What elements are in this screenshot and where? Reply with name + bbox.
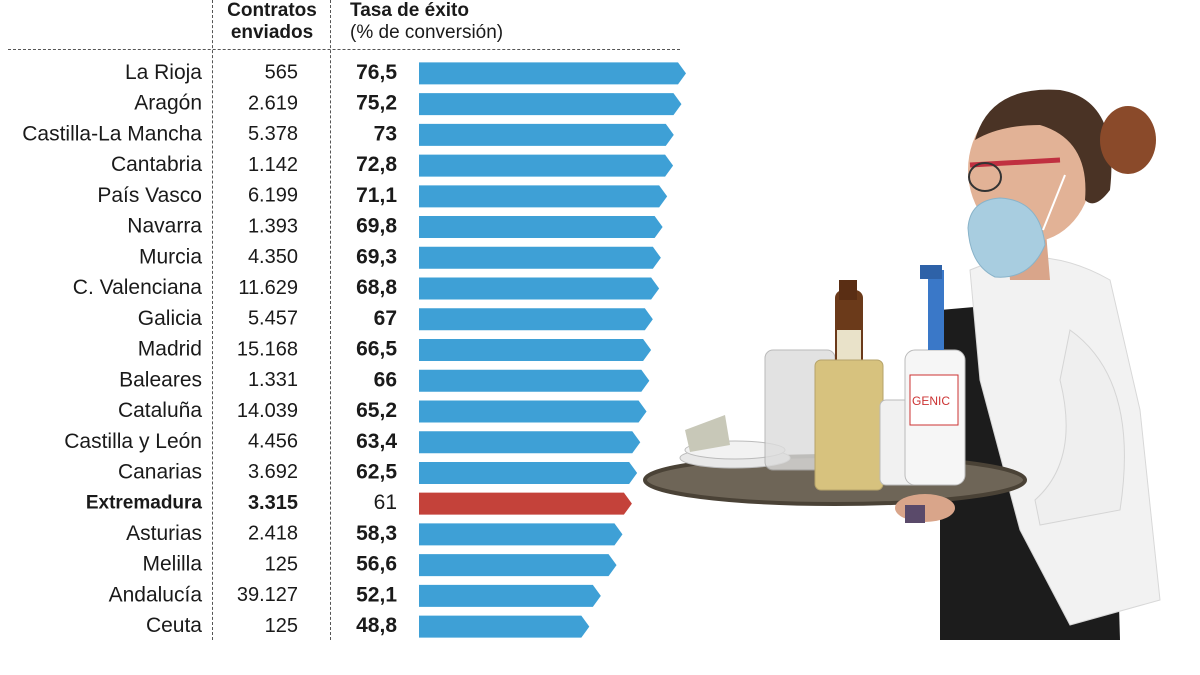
rate-label: 66 [374,368,397,391]
rate-label: 52,1 [356,583,397,606]
bar [419,62,686,85]
rate-label: 72,8 [356,153,397,176]
header-rate-line2: (% de conversión) [350,22,504,43]
rate-label: 71,1 [356,184,397,207]
conversion-rate-chart: La Rioja 565 76,5 Aragón 2.619 75,2 Castilla-L… [22,61,686,638]
contracts-value: 1.142 [248,154,298,176]
region-label: Canarias [118,460,202,483]
bar [419,431,641,454]
region-label: Baleares [119,368,202,391]
contracts-value: 565 [265,62,298,84]
bar [419,93,682,116]
contracts-value: 4.350 [248,246,298,268]
rate-label: 62,5 [356,460,397,483]
bar [419,615,590,638]
contracts-value: 125 [265,615,298,637]
header-contracts-line1: Contratos [227,0,317,21]
contracts-value: 4.456 [248,430,298,452]
arm [1034,329,1125,526]
juice-glass [814,359,884,491]
region-label: Cantabria [111,153,202,176]
contracts-value: 1.331 [248,369,298,391]
bar [419,584,601,607]
column-divider-right [330,0,331,640]
rate-label: 69,8 [356,215,397,238]
bar [419,123,674,146]
rate-label: 65,2 [356,399,397,422]
region-label: Castilla y León [64,430,202,453]
rate-label: 76,5 [356,61,397,84]
rate-label: 68,8 [356,276,397,299]
region-label: Ceuta [146,614,202,637]
rate-label: 66,5 [356,338,397,361]
rate-label: 69,3 [356,245,397,268]
rate-label: 67 [374,307,397,330]
rate-label: 48,8 [356,614,397,637]
contracts-value: 3.692 [248,461,298,483]
rate-label: 58,3 [356,522,397,545]
region-label: Navarra [127,215,202,238]
region-label: Aragón [134,92,202,115]
header-rate: Tasa de éxito (% de conversión) [350,0,550,44]
contracts-value: 15.168 [237,338,298,360]
bar [419,461,638,484]
header-contracts: Contratos enviados [213,0,331,44]
glasses [969,157,1061,168]
region-label: Extremadura [86,493,203,514]
region-label: Galicia [138,307,203,330]
header-contracts-line2: enviados [230,22,314,43]
bar [419,154,674,177]
bar [419,369,650,392]
region-label: La Rioja [125,61,202,84]
rate-label: 75,2 [356,92,397,115]
region-label: Murcia [139,245,202,268]
contracts-value: 3.315 [248,492,298,514]
region-label: Castilla-La Mancha [22,122,202,145]
hair [975,89,1112,204]
region-label: Cataluña [118,399,202,422]
bar [419,400,647,423]
region-label: C. Valenciana [73,276,203,299]
contracts-value: 2.619 [248,92,298,114]
header-rate-line1: Tasa de éxito [350,0,469,21]
bar [419,246,661,269]
waitress-photo: GENIC [643,89,1161,640]
bar [419,554,617,577]
bar-highlight [419,492,632,515]
face-mask [967,197,1046,278]
wristwatch [905,505,925,523]
rate-label: 73 [374,122,397,145]
region-label: Melilla [142,553,202,576]
rate-label: 56,6 [356,553,397,576]
rate-label: 63,4 [356,430,397,453]
contracts-value: 11.629 [238,277,298,299]
contracts-value: 14.039 [237,400,298,422]
contracts-value: 39.127 [237,584,298,606]
contracts-value: 5.457 [248,308,298,330]
bar [419,308,653,331]
rate-label: 61 [374,491,397,514]
bar [419,523,623,546]
region-label: Madrid [138,338,202,361]
contracts-value: 5.378 [248,123,298,145]
hair-bun [1100,106,1156,174]
header-divider [8,49,680,50]
bar [419,277,660,300]
region-label: Andalucía [109,583,203,606]
contracts-value: 6.199 [248,185,298,207]
contracts-value: 125 [265,553,298,575]
column-divider-left [212,0,213,640]
bar [419,216,663,239]
region-label: Asturias [126,522,202,545]
region-label: País Vasco [97,184,202,207]
bar [419,185,668,208]
contracts-value: 1.393 [248,215,298,237]
contracts-value: 2.418 [248,523,298,545]
bar [419,339,652,361]
bottle-label: GENIC [912,394,950,408]
